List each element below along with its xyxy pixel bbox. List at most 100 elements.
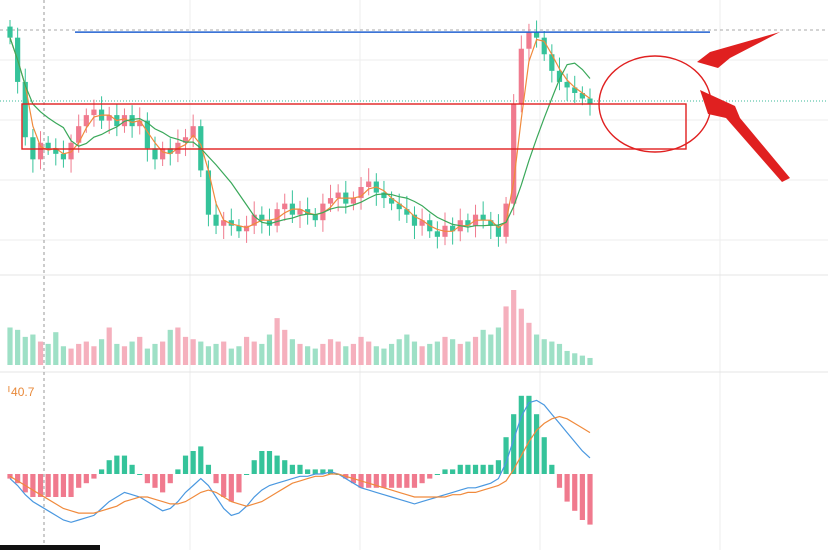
- macd-panel[interactable]: [7, 395, 593, 525]
- candle-up: [274, 209, 280, 226]
- volume-bar-up: [251, 341, 257, 365]
- candle-up: [282, 203, 288, 210]
- volume-bar-down: [228, 348, 234, 365]
- volume-bar-down: [213, 343, 219, 365]
- volume-bar-up: [243, 336, 250, 365]
- volume-bar-up: [526, 322, 532, 365]
- macd-hist-positive: [503, 437, 509, 474]
- candle-down: [488, 220, 494, 226]
- candle-up: [160, 148, 166, 160]
- candle-up: [221, 220, 227, 226]
- volume-bar-down: [450, 339, 456, 365]
- candle-down: [495, 225, 502, 237]
- macd-hist-positive: [98, 469, 105, 474]
- macd-hist-negative: [366, 474, 372, 488]
- volume-bar-down: [53, 332, 59, 365]
- volume-bar-up: [106, 327, 112, 365]
- macd-hist-positive: [472, 464, 479, 474]
- candle-down: [53, 148, 59, 154]
- candle-up: [37, 142, 44, 160]
- volume-bar-down: [533, 334, 540, 365]
- macd-hist-positive: [198, 446, 204, 474]
- volume-bar-down: [30, 334, 36, 365]
- volume-bar-down: [434, 341, 440, 365]
- volume-bar-down: [343, 346, 349, 365]
- volume-bar-down: [60, 346, 67, 365]
- candle-down: [549, 54, 555, 71]
- candle-up: [320, 203, 326, 221]
- macd-hist-positive: [480, 464, 486, 474]
- candle-up: [243, 225, 250, 232]
- candle-up: [518, 48, 524, 105]
- volume-bar-down: [396, 339, 402, 365]
- volume-bar-up: [419, 346, 425, 365]
- volume-bar-down: [465, 341, 471, 365]
- candle-up: [335, 192, 341, 199]
- candle-down: [60, 153, 67, 160]
- macd-hist-positive: [488, 464, 494, 474]
- volume-bar-down: [480, 329, 486, 365]
- candle-down: [129, 115, 135, 127]
- macd-hist-negative: [564, 474, 570, 502]
- macd-hist-negative: [30, 474, 36, 497]
- candle-up: [297, 209, 303, 215]
- volume-bar-down: [312, 348, 318, 365]
- macd-hist-positive: [182, 455, 189, 474]
- candle-up: [190, 126, 196, 138]
- macd-hist-negative: [91, 474, 97, 479]
- candle-down: [556, 70, 563, 82]
- candle-down: [587, 98, 593, 105]
- candle-down: [404, 209, 410, 215]
- volume-bar-up: [511, 290, 517, 365]
- volume-panel[interactable]: [7, 290, 593, 365]
- macd-hist-positive: [205, 464, 212, 474]
- macd-hist-positive: [434, 474, 440, 475]
- candle-down: [213, 214, 219, 226]
- macd-hist-negative: [228, 474, 234, 502]
- macd-hist-negative: [152, 474, 158, 488]
- macd-hist-positive: [465, 464, 471, 474]
- macd-hist-positive: [312, 469, 318, 474]
- price-panel[interactable]: [7, 19, 593, 249]
- volume-bar-down: [45, 343, 51, 365]
- candle-up: [83, 115, 89, 127]
- macd-hist-negative: [15, 474, 21, 484]
- macd-hist-positive: [121, 455, 128, 474]
- volume-bar-up: [91, 346, 97, 365]
- macd-hist-positive: [274, 455, 280, 474]
- macd-hist-positive: [251, 460, 257, 474]
- candle-up: [76, 126, 82, 143]
- candle-down: [45, 142, 51, 149]
- candle-down: [533, 32, 540, 38]
- volume-bar-up: [121, 346, 128, 365]
- candle-up: [511, 104, 517, 204]
- candle-down: [572, 87, 578, 93]
- candle-down: [312, 214, 318, 221]
- macd-hist-negative: [388, 474, 395, 488]
- macd-hist-negative: [160, 474, 166, 493]
- macd-hist-negative: [556, 474, 563, 488]
- volume-bar-up: [83, 341, 89, 365]
- annotations: [21, 31, 790, 182]
- volume-bar-down: [129, 341, 135, 365]
- volume-bar-down: [98, 339, 105, 365]
- candle-down: [259, 214, 265, 221]
- macd-hist-positive: [129, 464, 135, 474]
- volume-bar-down: [556, 343, 563, 365]
- support-zone-box: [21, 103, 687, 150]
- macd-hist-negative: [76, 474, 82, 488]
- volume-bar-down: [205, 346, 212, 365]
- macd-hist-positive: [442, 469, 448, 474]
- macd-hist-negative: [587, 474, 593, 525]
- volume-bar-down: [564, 350, 570, 365]
- volume-bar-up: [335, 341, 341, 365]
- bottom-tab-bar[interactable]: [0, 545, 100, 550]
- macd-hist-positive: [259, 451, 265, 474]
- macd-hist-positive: [320, 469, 326, 474]
- macd-hist-negative: [83, 474, 89, 484]
- candle-up: [350, 198, 357, 204]
- volume-bar-up: [282, 329, 288, 365]
- volume-bar-up: [182, 336, 189, 365]
